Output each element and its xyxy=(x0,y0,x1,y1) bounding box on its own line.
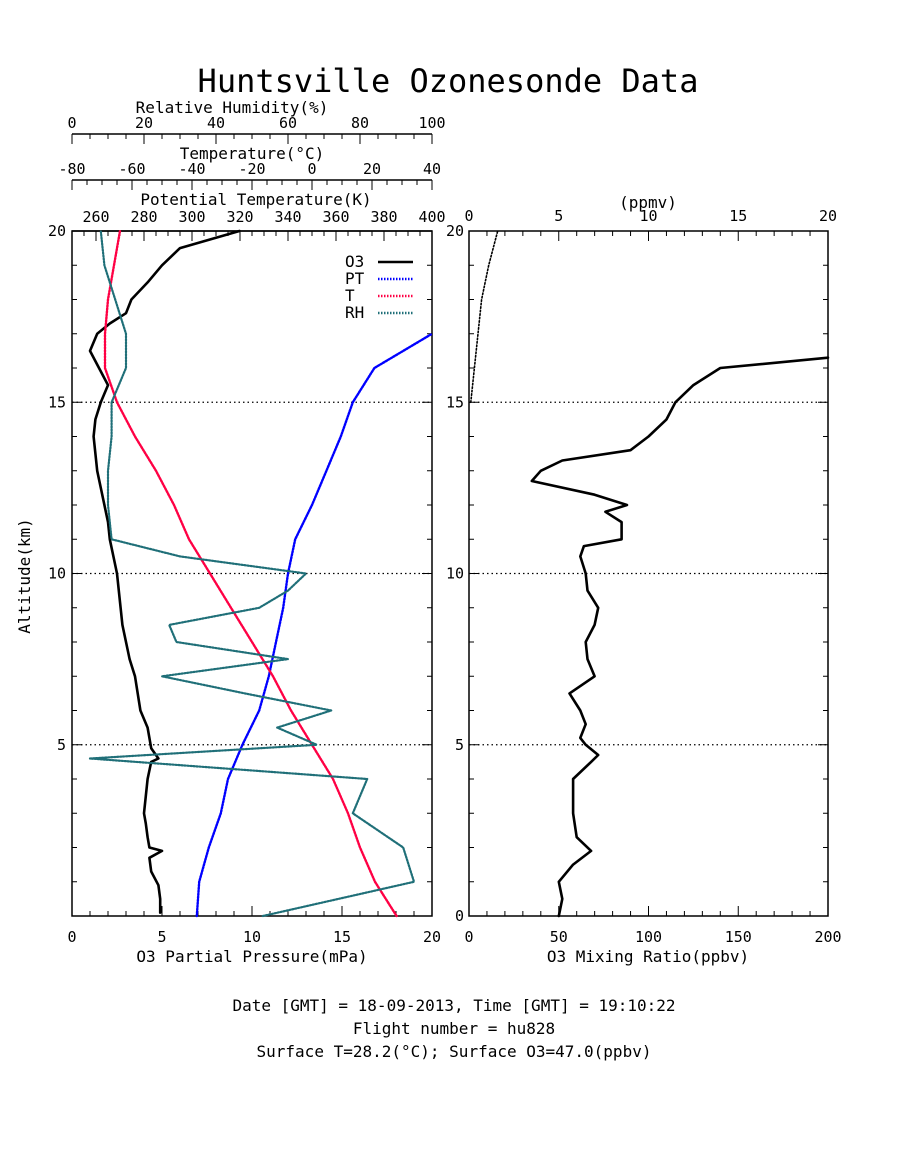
t-line xyxy=(103,229,398,918)
temp-axis-tick-label: 40 xyxy=(423,160,441,178)
right-x-tick-label: 50 xyxy=(550,928,568,946)
right-top-label: (ppmv) xyxy=(619,193,677,212)
right-y-tick-label: 15 xyxy=(446,393,464,411)
temp-axis-tick-label: -20 xyxy=(238,160,265,178)
right-x-tick-label: 150 xyxy=(725,928,752,946)
left-x-label: O3 Partial Pressure(mPa) xyxy=(136,947,367,966)
legend-label-rh: RH xyxy=(345,303,364,322)
temp-axis-tick-label: 0 xyxy=(307,160,316,178)
pt-axis-tick-label: 340 xyxy=(274,208,301,226)
rh-axis-tick-label: 80 xyxy=(351,114,369,132)
right-x-tick-label: 0 xyxy=(464,928,473,946)
footer-flight: Flight number = hu828 xyxy=(353,1019,555,1038)
left-y-label: Altitude(km) xyxy=(15,518,34,634)
legend-label-o3: O3 xyxy=(345,252,364,271)
footer-date: Date [GMT] = 18-09-2013, Time [GMT] = 19… xyxy=(232,996,675,1015)
left-panel: 5 10 15 20 0 5 10 15 20 xyxy=(48,222,441,946)
right-x-label: O3 Mixing Ratio(ppbv) xyxy=(547,947,749,966)
left-x-tick-label: 0 xyxy=(67,928,76,946)
chart-title: Huntsville Ozonesonde Data xyxy=(198,62,699,100)
pt-axis-tick-label: 360 xyxy=(322,208,349,226)
left-x-tick-label: 10 xyxy=(243,928,261,946)
right-y-tick-label: 10 xyxy=(446,565,464,583)
rh-line xyxy=(88,229,416,918)
temp-axis-tick-label: -80 xyxy=(58,160,85,178)
o3-mixing-ratio-line xyxy=(530,356,830,918)
legend-label-t: T xyxy=(345,286,355,305)
pt-axis-tick-label: 300 xyxy=(178,208,205,226)
pt-line xyxy=(195,332,434,918)
left-y-tick-label: 15 xyxy=(48,393,66,411)
right-top-tick-label: 0 xyxy=(464,207,473,225)
right-y-tick-label: 5 xyxy=(455,736,464,754)
temp-axis-label: Temperature(°C) xyxy=(180,144,325,163)
right-top-tick-label: 5 xyxy=(554,207,563,225)
o3-partial-pressure-line xyxy=(88,229,241,914)
left-y-tick-label: 10 xyxy=(48,565,66,583)
pt-axis-tick-label: 320 xyxy=(226,208,253,226)
rh-axis-tick-label: 0 xyxy=(67,114,76,132)
rh-axis-tick-label: 60 xyxy=(279,114,297,132)
ppmv-line xyxy=(469,230,499,404)
left-top-axes: 0 20 40 60 80 100 Relative Humidity(%) -80 -60 -4… xyxy=(58,98,446,241)
right-panel-frame xyxy=(468,230,829,917)
right-top-tick-label: 10 xyxy=(639,207,657,225)
rh-axis-tick-label: 40 xyxy=(207,114,225,132)
rh-axis-tick-label: 100 xyxy=(418,114,445,132)
rh-axis-tick-label: 20 xyxy=(135,114,153,132)
left-x-tick-label: 20 xyxy=(423,928,441,946)
pt-axis-tick-label: 400 xyxy=(418,208,445,226)
temp-axis-tick-label: 20 xyxy=(363,160,381,178)
left-x-tick-label: 5 xyxy=(157,928,166,946)
footer-surface: Surface T=28.2(°C); Surface O3=47.0(ppbv… xyxy=(257,1042,652,1061)
right-y-tick-label: 0 xyxy=(455,907,464,925)
left-x-tick-label: 15 xyxy=(333,928,351,946)
pt-axis-tick-label: 380 xyxy=(370,208,397,226)
temp-axis-tick-label: -60 xyxy=(118,160,145,178)
rh-axis-label: Relative Humidity(%) xyxy=(136,98,329,117)
pt-axis-label: Potential Temperature(K) xyxy=(140,190,371,209)
temp-axis-tick-label: -40 xyxy=(178,160,205,178)
right-top-tick-label: 15 xyxy=(729,207,747,225)
right-x-tick-label: 100 xyxy=(635,928,662,946)
pt-axis-tick-label: 260 xyxy=(82,208,109,226)
right-x-tick-label: 200 xyxy=(814,928,841,946)
left-y-tick-label: 20 xyxy=(48,222,66,240)
left-y-tick-label: 5 xyxy=(57,736,66,754)
legend-label-pt: PT xyxy=(345,269,365,288)
pt-axis-tick-label: 280 xyxy=(130,208,157,226)
right-y-tick-label: 20 xyxy=(446,222,464,240)
right-top-tick-label: 20 xyxy=(819,207,837,225)
